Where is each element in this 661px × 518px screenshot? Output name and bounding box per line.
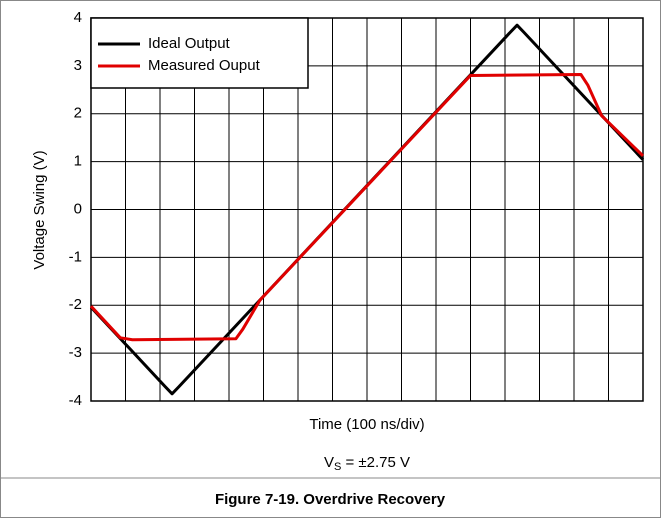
legend-label: Ideal Output [148, 35, 231, 52]
legend: Ideal Output Measured Ouput [90, 17, 309, 89]
caption: Figure 7-19. Overdrive Recovery [215, 491, 446, 508]
x-axis-label: Time (100 ns/div) [309, 416, 424, 433]
y-tick-label: -2 [69, 296, 82, 313]
y-axis-label: Voltage Swing (V) [31, 150, 48, 269]
legend-box [90, 17, 309, 89]
y-tick-label: 2 [74, 105, 82, 122]
plot-area: -4 -3 -2 -1 0 1 2 3 4 Ideal Output Measured Ouput [69, 9, 645, 409]
y-tick-label: -3 [69, 344, 82, 361]
y-tick-label: 3 [74, 57, 82, 74]
legend-label: Measured Ouput [148, 57, 261, 74]
y-tick-label: -4 [69, 392, 82, 409]
y-tick-label: -1 [69, 248, 82, 265]
y-tick-label: 4 [74, 9, 82, 26]
plot-border [90, 17, 644, 402]
y-tick-label: 0 [74, 200, 82, 217]
y-tick-label: 1 [74, 153, 82, 170]
series-line [89, 72, 645, 342]
annotation: VS = ±2.75 V [324, 454, 410, 473]
